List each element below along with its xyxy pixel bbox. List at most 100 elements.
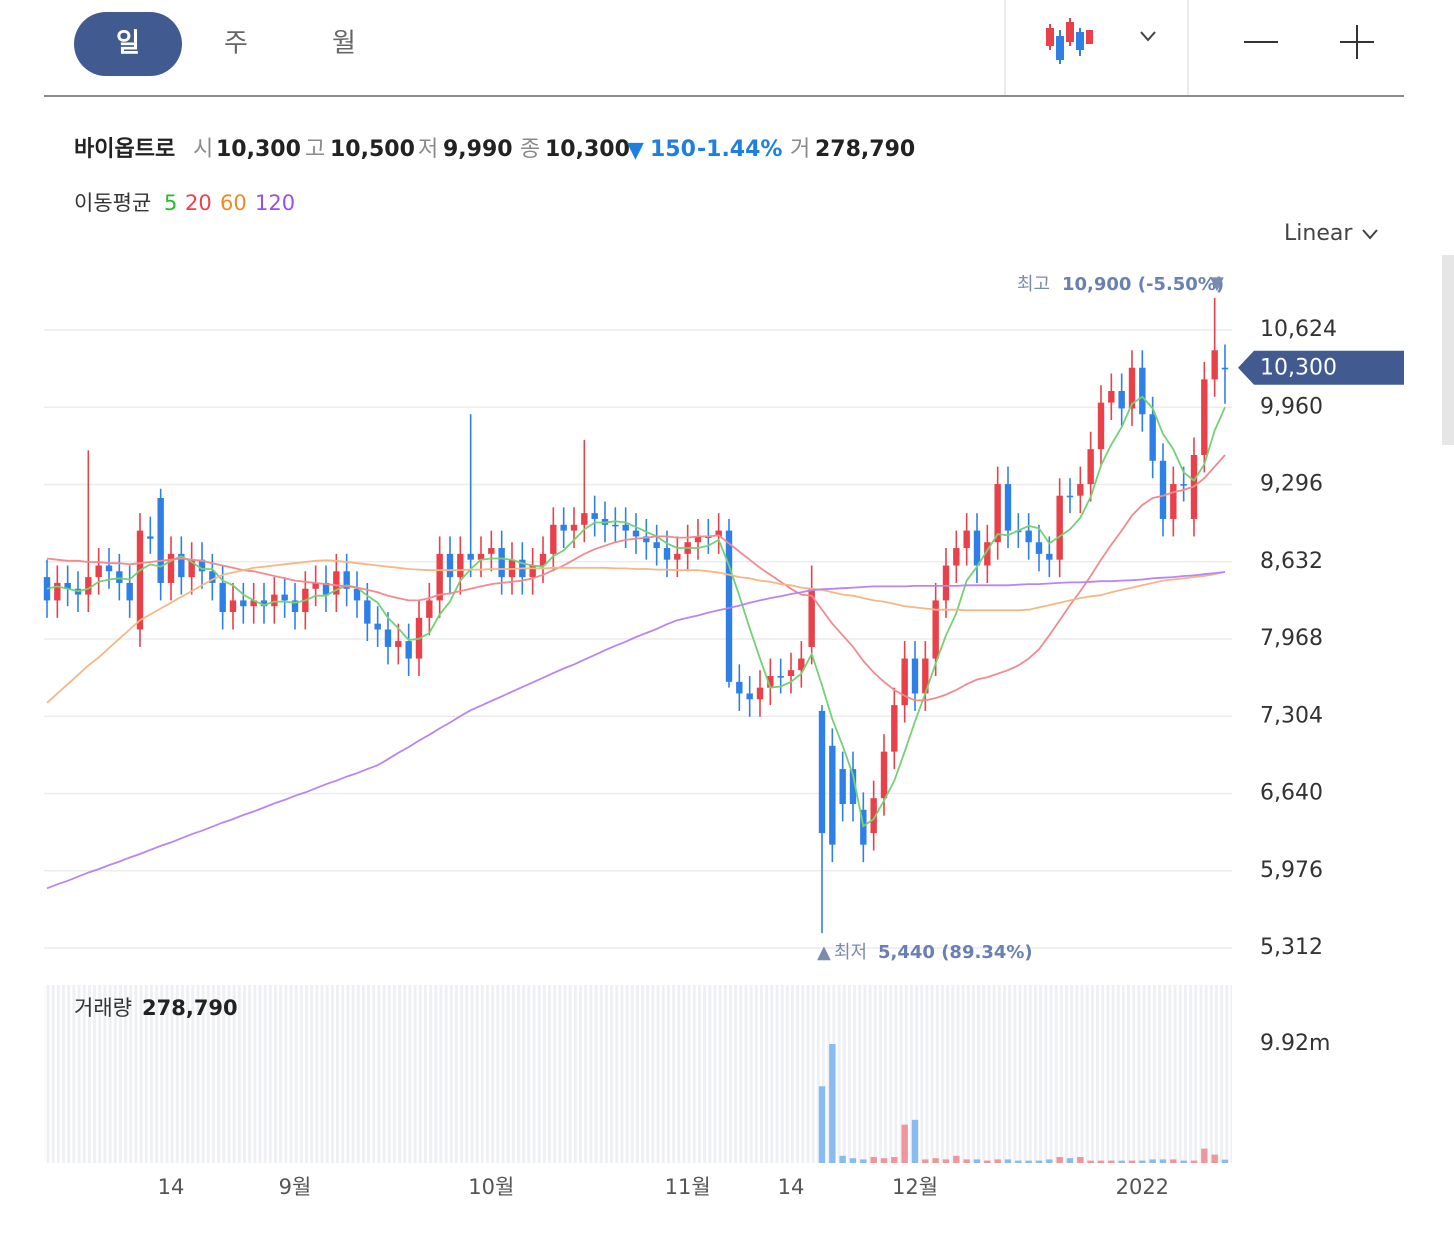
x-tick-label: 14	[778, 1175, 805, 1199]
volume-bar	[1170, 1159, 1177, 1163]
candle-body	[963, 530, 970, 549]
volume-bar	[1004, 1159, 1012, 1163]
high-annotation-arrow: ▼	[1210, 273, 1224, 294]
quote-label: 종	[520, 137, 540, 162]
candle-body	[188, 559, 195, 578]
volume-bar	[1046, 1159, 1053, 1163]
zoom-in[interactable]	[1340, 25, 1374, 59]
chart-type-icon[interactable]	[1046, 18, 1093, 64]
candle-body	[1004, 484, 1012, 531]
scale-selector[interactable]: Linear	[1284, 221, 1353, 246]
candle-body	[64, 582, 71, 589]
candle-body	[746, 693, 753, 700]
y-tick-label: 9,960	[1260, 394, 1323, 419]
tab[interactable]: 주	[224, 29, 248, 59]
candle-body	[581, 513, 588, 525]
candle-body	[942, 565, 950, 601]
candle-body	[157, 498, 164, 583]
legend-entry: 60	[220, 191, 247, 215]
volume-bar	[1025, 1160, 1032, 1163]
candle-body	[550, 524, 557, 554]
legend-entry: 20	[185, 191, 212, 215]
tab[interactable]: 월	[332, 29, 356, 59]
candle-body	[1201, 379, 1208, 455]
volume-bar	[1087, 1160, 1094, 1163]
candle-body	[632, 530, 640, 537]
quote-value: 10,500	[330, 137, 415, 162]
candle-body	[560, 524, 567, 531]
volume-bar	[911, 1119, 919, 1163]
quote-value: 9,990	[443, 137, 513, 162]
candle-body	[612, 524, 619, 527]
quote-value: 278,790	[815, 137, 915, 162]
volume-bar	[1097, 1160, 1105, 1163]
volume-bar	[1190, 1160, 1198, 1163]
candle-body	[240, 600, 247, 607]
volume-bar	[870, 1157, 877, 1163]
ma-line	[46, 559, 1226, 704]
candle-body	[1108, 390, 1115, 403]
candle-body	[167, 553, 175, 583]
y-tick-label: 8,632	[1260, 549, 1323, 574]
x-tick-label: 9월	[279, 1175, 312, 1199]
candle-body	[1035, 542, 1043, 554]
quote-label: 저	[418, 137, 438, 162]
volume-bar	[1221, 1159, 1229, 1163]
change-pct: -1.44%	[697, 137, 782, 162]
candle-body	[829, 745, 836, 845]
candle-body	[725, 530, 733, 682]
candle-body	[477, 553, 485, 560]
candle-body	[891, 705, 898, 752]
candle-body	[787, 670, 795, 677]
volume-bar	[901, 1124, 908, 1163]
candle-body	[1159, 460, 1167, 519]
scale-chevron[interactable]	[1362, 229, 1378, 240]
candle-body	[126, 582, 133, 601]
volume-bar	[1108, 1160, 1115, 1163]
dropdown-chevron[interactable]	[1140, 31, 1156, 42]
x-tick-label: 12월	[892, 1175, 938, 1199]
candle-body	[591, 513, 598, 519]
candle-body	[1025, 530, 1032, 543]
y-tick-label: 5,976	[1260, 858, 1323, 883]
tab-active-bg[interactable]	[74, 12, 182, 76]
candle-body	[426, 600, 433, 618]
volume-bar	[984, 1160, 991, 1163]
candle-body	[1149, 414, 1156, 461]
volume-bar	[1077, 1157, 1084, 1163]
change: 150	[650, 137, 696, 162]
candle-body	[1118, 390, 1125, 409]
plot: 10,624 9,960 9,296 8,632 7,968 7,304 6,640 5,97…	[43, 297, 1404, 1199]
volume-bar	[922, 1159, 929, 1163]
candle-body	[922, 658, 929, 694]
candle-body	[715, 530, 722, 537]
volume-bar	[1159, 1159, 1167, 1163]
volume-bar	[1056, 1157, 1063, 1163]
candle-body	[839, 769, 846, 804]
candle-body	[209, 571, 216, 583]
candle-body	[95, 565, 102, 578]
candle-body	[539, 553, 547, 566]
candle-body	[1087, 449, 1094, 485]
legend-entry: 5	[164, 191, 177, 215]
candle-body	[653, 542, 660, 549]
volume-bar	[1066, 1158, 1074, 1163]
low-annotation-label: 최저	[834, 942, 867, 963]
volume-bar	[1035, 1160, 1043, 1163]
candle-body	[622, 524, 629, 531]
candle-body	[984, 542, 991, 566]
candle-body	[663, 548, 671, 560]
candle-body	[229, 600, 237, 613]
tab[interactable]: 일	[116, 29, 140, 59]
volume-background	[44, 985, 1232, 1163]
candle-body	[911, 658, 919, 694]
x-tick-label: 10월	[468, 1175, 514, 1199]
x-tick-label: 2022	[1116, 1175, 1169, 1199]
volume-bar	[839, 1155, 846, 1163]
last-price-tag	[1238, 350, 1404, 385]
volume-bar	[1211, 1154, 1218, 1163]
scrollbar[interactable]	[1442, 255, 1454, 445]
volume-bar	[1118, 1160, 1125, 1163]
candle-body	[953, 548, 960, 566]
